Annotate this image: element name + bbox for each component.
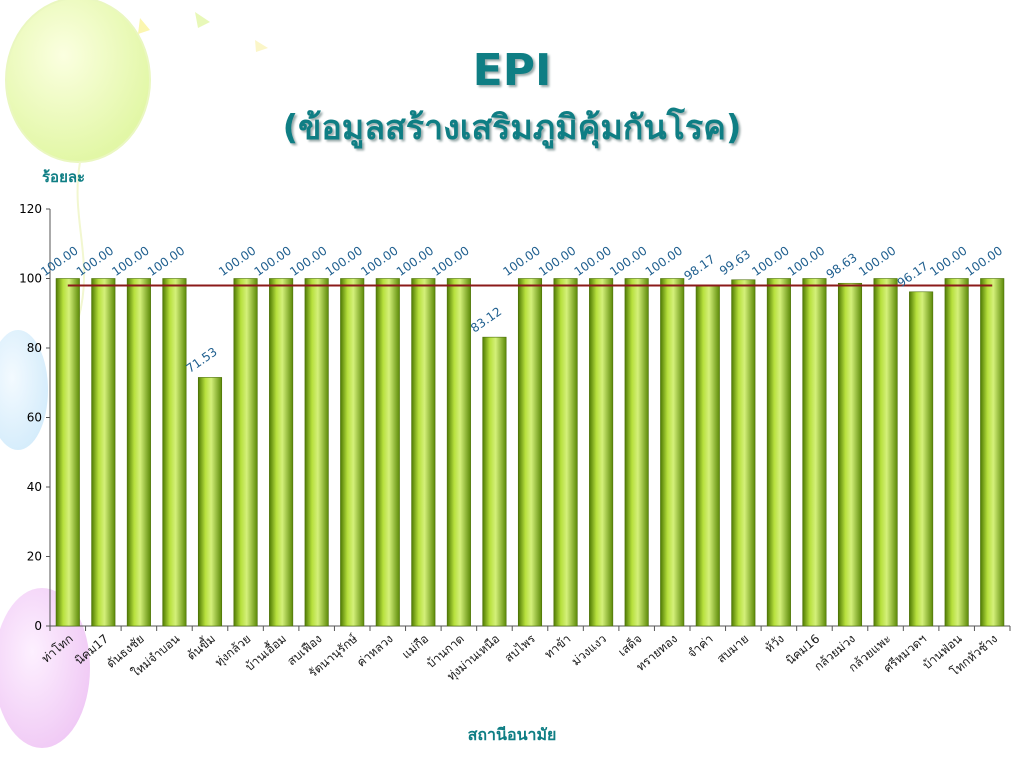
bar-value-label: 100.00 <box>536 243 578 279</box>
category-label: จำค่า <box>685 632 716 661</box>
confetti-star-3 <box>255 40 268 52</box>
bar <box>126 278 151 627</box>
bar <box>553 278 578 627</box>
bar-value-label: 100.00 <box>216 243 258 279</box>
y-axis-label: ร้อยละ <box>42 168 85 186</box>
bar-value-label: 100.00 <box>429 243 471 279</box>
bar <box>304 278 329 627</box>
bar-value-label: 100.00 <box>643 243 685 279</box>
bar <box>802 278 827 627</box>
balloon-string <box>76 161 86 321</box>
bar <box>197 377 223 627</box>
bar-value-label: 100.00 <box>572 243 614 279</box>
bar-value-label: 100.00 <box>500 243 542 279</box>
bar <box>446 278 471 627</box>
page-title: EPI <box>472 45 552 96</box>
bar-value-label: 100.00 <box>607 243 649 279</box>
category-label: ท่าโทก <box>39 632 76 666</box>
bar <box>873 278 898 627</box>
bar <box>589 278 614 627</box>
category-label: ห้วัง <box>762 632 787 656</box>
bar <box>375 278 400 627</box>
y-tick-label: 100 <box>19 272 42 286</box>
bar-value-label: 100.00 <box>749 243 791 279</box>
bar <box>482 336 507 627</box>
y-tick-label: 20 <box>27 550 42 564</box>
bar <box>269 278 294 627</box>
category-label: สบมาย <box>714 632 751 666</box>
bar-value-label: 100.00 <box>287 243 329 279</box>
bar-value-label: 100.00 <box>358 243 400 279</box>
bar <box>944 278 969 627</box>
bar-value-label: 100.00 <box>856 243 898 279</box>
y-tick-label: 60 <box>27 411 42 425</box>
bar <box>55 278 80 627</box>
page-subtitle: (ข้อมูลสร้างเสริมภูมิคุ้มกันโรค) <box>282 108 742 148</box>
bar-value-label: 100.00 <box>963 243 1005 279</box>
bar-value-label: 100.00 <box>252 243 294 279</box>
confetti-star-1 <box>138 18 150 34</box>
bar <box>980 278 1005 627</box>
chart-bars <box>55 278 1005 627</box>
category-label: เสด็จ <box>615 631 645 659</box>
balloon-green <box>5 0 151 163</box>
bar-value-label: 98.63 <box>824 250 860 281</box>
balloon-blue <box>0 330 48 450</box>
bar <box>766 278 791 627</box>
category-label: ค่าหลวง <box>354 632 396 670</box>
bar <box>837 282 863 627</box>
bar-value-label: 100.00 <box>109 243 151 279</box>
confetti-star-2 <box>195 12 210 28</box>
bar <box>731 279 756 627</box>
y-tick-label: 120 <box>19 202 42 216</box>
x-axis-label: สถานีอนามัย <box>468 725 557 744</box>
bar-value-label: 100.00 <box>145 243 187 279</box>
bar-value-label: 100.00 <box>927 243 969 279</box>
bar-value-label: 100.00 <box>74 243 116 279</box>
bar-value-label: 98.17 <box>681 252 717 283</box>
bar <box>660 278 685 627</box>
balloon-pink <box>0 588 90 748</box>
bar-value-label: 100.00 <box>38 243 80 279</box>
bar <box>624 278 649 627</box>
bar-value-label: 100.00 <box>323 243 365 279</box>
bar <box>91 278 116 627</box>
category-label: ม่วงแงว <box>569 632 609 669</box>
y-tick-label: 80 <box>27 341 42 355</box>
bar-value-label: 99.63 <box>717 247 753 278</box>
bar <box>517 278 543 627</box>
category-label: สบไพร <box>502 631 538 665</box>
bar <box>695 284 720 627</box>
bar <box>233 278 258 627</box>
bar <box>411 278 436 627</box>
y-tick-label: 40 <box>27 480 42 494</box>
bar <box>340 278 365 627</box>
bar-value-label: 100.00 <box>785 243 827 279</box>
bar <box>162 278 187 627</box>
bar-value-label: 71.53 <box>184 345 220 376</box>
bar <box>909 291 934 627</box>
y-tick-label: 0 <box>34 619 42 633</box>
bar-value-label: 100.00 <box>394 243 436 279</box>
bar-value-label: 83.12 <box>468 304 504 335</box>
